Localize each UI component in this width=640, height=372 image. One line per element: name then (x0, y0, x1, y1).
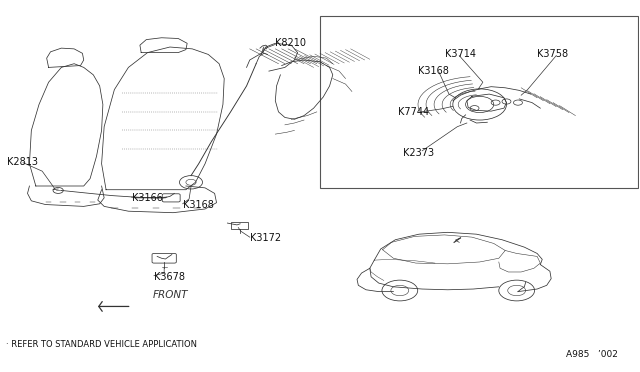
Text: K8210: K8210 (275, 38, 307, 48)
Bar (320, 16, 638, 188)
Text: K2813: K2813 (7, 157, 38, 167)
Text: K7744: K7744 (398, 107, 429, 117)
Text: K3168: K3168 (418, 66, 449, 76)
Text: K3168: K3168 (182, 199, 214, 209)
Text: · REFER TO STANDARD VEHICLE APPLICATION: · REFER TO STANDARD VEHICLE APPLICATION (6, 340, 197, 349)
Text: A985   ’002: A985 ’002 (566, 350, 618, 359)
Bar (230, 222, 248, 229)
Text: K2373: K2373 (403, 148, 434, 158)
Text: K3172: K3172 (250, 233, 281, 243)
Text: K3714: K3714 (445, 49, 476, 60)
Text: K3166: K3166 (132, 193, 163, 203)
Text: K3758: K3758 (537, 49, 568, 60)
Text: FRONT: FRONT (153, 290, 188, 300)
Text: K3678: K3678 (154, 272, 185, 282)
